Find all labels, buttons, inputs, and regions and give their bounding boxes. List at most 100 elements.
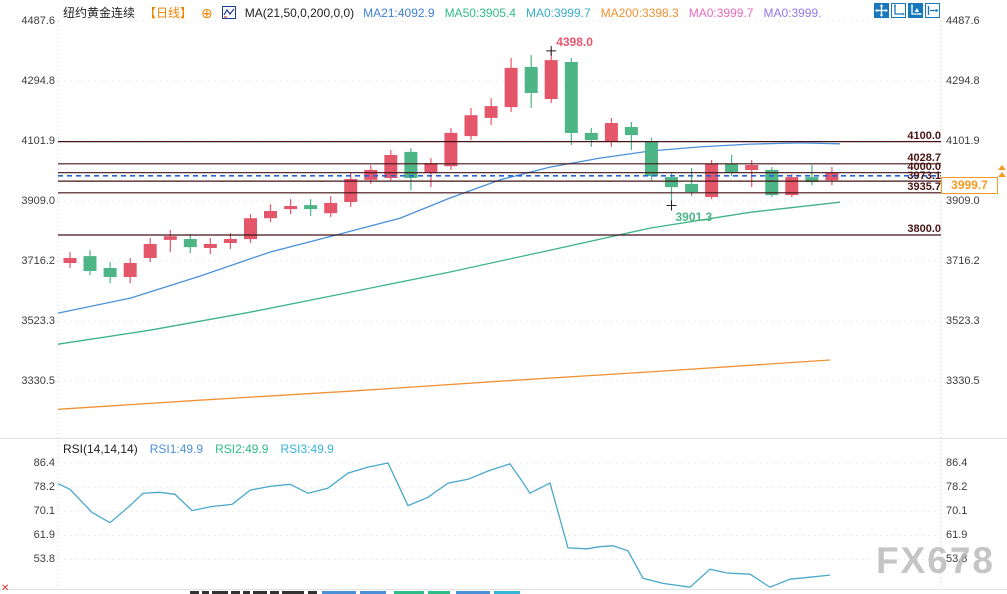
gridlines <box>57 20 942 589</box>
low-price-annotation: 3901.3 <box>675 210 713 225</box>
y-axis-label: 61.9 <box>946 529 968 541</box>
clipped-text-segment <box>243 591 250 594</box>
candle <box>223 239 237 243</box>
y-axis-label: 3330.5 <box>946 375 980 387</box>
indicator-value: MA0:3999.7 <box>688 5 754 20</box>
candle <box>143 244 157 258</box>
candle <box>63 258 77 263</box>
candle <box>444 132 458 167</box>
candle <box>404 151 418 178</box>
clipped-text-segment <box>190 591 199 594</box>
pop-out-icon[interactable] <box>925 3 940 18</box>
clipped-text-segment <box>202 591 209 594</box>
candle <box>564 62 578 133</box>
low-cross-marker <box>666 200 677 211</box>
candle <box>685 183 699 192</box>
ma-values: MA21:4092.9 MA50:3905.4 MA0:3999.7 MA200:33… <box>363 6 821 20</box>
clipped-text-segment <box>360 591 386 594</box>
candles <box>63 48 839 284</box>
y-axis-label: 78.2 <box>946 481 968 493</box>
indicator-value: RSI1:49.9 <box>149 442 204 456</box>
period-selector[interactable]: 【日线】 <box>144 6 193 20</box>
candle <box>163 236 177 240</box>
support-resistance-lines <box>58 141 941 236</box>
candle <box>584 132 598 141</box>
auto-scale-icon[interactable] <box>908 3 923 18</box>
y-axis-label: 4294.8 <box>946 75 980 87</box>
y-axis-label: 3523.3 <box>21 315 55 327</box>
candle <box>665 177 678 188</box>
y-axis-label: 61.9 <box>33 529 55 541</box>
candle <box>244 218 257 240</box>
y-axis-label: 70.1 <box>946 505 968 517</box>
chart-header: 纽约黄金连续 【日线】 ⊕ MA(21,50,0,200,0,0) MA21:4… <box>63 4 822 21</box>
y-axis-label: 70.1 <box>33 505 55 517</box>
clipped-text-segment <box>494 591 520 594</box>
y-axis-label: 4487.6 <box>946 15 980 27</box>
candle <box>264 211 277 219</box>
sr-price-label: 4028.7 <box>907 152 941 164</box>
candle <box>103 268 117 277</box>
candle <box>544 60 558 99</box>
instrument-title: 纽约黄金连续 <box>63 6 136 20</box>
ma21-line <box>57 142 841 314</box>
rsi-header: RSI(14,14,14) RSI1:49.9 RSI2:49.9 RSI3:49.… <box>63 442 334 456</box>
high-cross-marker <box>546 45 557 56</box>
y-axis-label: 4101.9 <box>21 135 55 147</box>
candle <box>484 106 498 118</box>
chart-type-icon[interactable] <box>221 6 236 19</box>
candle <box>604 123 618 142</box>
ma-config-label: MA(21,50,0,200,0,0) <box>244 5 355 20</box>
axis-zoom-icon[interactable] <box>891 3 906 18</box>
clipped-text-segment <box>394 591 424 594</box>
candle <box>364 169 378 180</box>
clipped-text-segment <box>282 591 304 594</box>
sr-price-label: 4000.0 <box>907 161 941 173</box>
y-axis-label: 3330.5 <box>21 375 55 387</box>
rsi-values: RSI1:49.9 RSI2:49.9 RSI3:49.9 <box>150 442 334 456</box>
rsi-line <box>57 462 831 588</box>
y-axis-label: 3716.2 <box>946 255 980 267</box>
price-up-arrow-icon <box>998 165 1006 177</box>
sr-price-label: 3973.1 <box>907 170 941 182</box>
y-axis-label: 78.2 <box>33 481 55 493</box>
indicator-value: MA200:3398.3 <box>600 5 679 20</box>
candle <box>524 66 538 93</box>
clipped-text-segment <box>212 591 228 594</box>
y-axis-label: 3909.0 <box>946 195 980 207</box>
candle <box>424 163 438 174</box>
pan-icon[interactable] <box>874 3 889 18</box>
close-indicator-icon[interactable]: ✕ <box>1 583 10 594</box>
indicator-value: MA0:3999. <box>763 5 822 20</box>
candle <box>645 141 658 177</box>
candle <box>183 239 197 248</box>
candle <box>284 206 298 210</box>
clipped-text-segment <box>231 591 240 594</box>
clipped-text-segment <box>270 591 279 594</box>
indicator-value: RSI2:49.9 <box>215 442 269 456</box>
candle <box>745 165 759 170</box>
sr-price-label: 3800.0 <box>907 223 941 235</box>
y-axis-label: 3716.2 <box>21 255 55 267</box>
panel-divider-bottom <box>0 589 1007 590</box>
candle <box>725 164 739 173</box>
candle <box>203 244 217 248</box>
y-axis-label: 4487.6 <box>21 15 55 27</box>
high-price-annotation: 4398.0 <box>556 34 593 49</box>
y-axis-label: 4294.8 <box>21 75 55 87</box>
candle <box>624 127 638 136</box>
clipped-text-segment <box>428 591 450 594</box>
indicator-value: RSI3:49.9 <box>280 442 334 456</box>
chart-toolbar <box>874 3 940 18</box>
candle <box>384 155 398 178</box>
indicator-value: MA0:3999.7 <box>525 5 591 20</box>
y-axis-label: 53.8 <box>33 553 55 565</box>
candle <box>504 67 518 108</box>
candle <box>765 169 779 196</box>
y-axis-label: 3523.3 <box>946 315 980 327</box>
add-indicator-icon[interactable]: ⊕ <box>201 4 213 21</box>
y-axis-label: 4101.9 <box>946 135 980 147</box>
ma200-line <box>57 359 831 410</box>
